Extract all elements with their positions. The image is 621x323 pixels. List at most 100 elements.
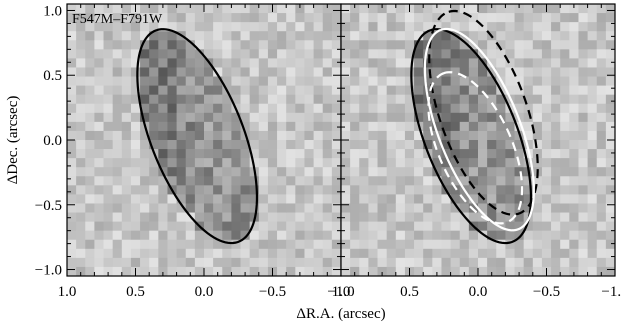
pixel <box>331 76 342 86</box>
pixel <box>432 185 442 195</box>
pixel <box>350 221 360 232</box>
pixel <box>103 103 114 114</box>
pixel <box>94 257 104 268</box>
pixel <box>386 203 397 213</box>
pixel <box>505 194 515 204</box>
pixel <box>194 130 205 141</box>
pixel <box>414 31 424 41</box>
pixel <box>505 49 515 59</box>
pixel <box>240 49 251 59</box>
pixel <box>514 58 525 68</box>
pixel <box>359 212 369 222</box>
pixel <box>350 239 360 250</box>
pixel <box>222 176 232 186</box>
pixel <box>368 103 378 114</box>
pixel <box>496 149 506 159</box>
pixel <box>231 257 241 268</box>
pixel <box>67 130 77 141</box>
pixel <box>240 149 251 159</box>
pixel <box>386 13 397 23</box>
pixel <box>167 85 177 96</box>
pixel <box>121 149 132 159</box>
pixel <box>176 140 187 150</box>
pixel <box>414 149 424 159</box>
pixel <box>523 67 534 77</box>
pixel <box>249 22 260 32</box>
pixel <box>341 266 351 277</box>
pixel <box>423 49 433 59</box>
pixel <box>560 121 570 132</box>
pixel <box>359 85 369 96</box>
pixel <box>85 13 95 23</box>
pixel <box>414 158 424 168</box>
pixel <box>459 40 470 50</box>
pixel <box>423 176 433 186</box>
pixel <box>322 112 333 123</box>
pixel <box>551 112 561 123</box>
y-tick-label: −0.5 <box>35 198 62 214</box>
pixel <box>204 266 214 277</box>
pixel <box>341 40 351 50</box>
pixel <box>532 149 543 159</box>
pixel <box>596 239 607 250</box>
pixel <box>368 185 378 195</box>
pixel <box>359 239 369 250</box>
pixel <box>377 167 388 177</box>
pixel <box>322 94 333 105</box>
pixel <box>468 239 479 250</box>
pixel <box>404 22 415 32</box>
pixel <box>94 112 104 123</box>
pixel <box>267 58 278 68</box>
pixel <box>496 13 506 23</box>
pixel <box>551 149 561 159</box>
pixel <box>596 140 607 150</box>
pixel <box>222 13 232 23</box>
pixel <box>158 176 168 186</box>
pixel <box>605 239 616 250</box>
pixel <box>313 85 324 96</box>
pixel <box>514 121 525 132</box>
pixel <box>121 13 132 23</box>
pixel <box>185 221 196 232</box>
pixel <box>140 149 150 159</box>
pixel <box>578 248 588 259</box>
pixel <box>605 212 616 222</box>
pixel <box>551 167 561 177</box>
pixel <box>112 112 123 123</box>
pixel <box>76 266 86 277</box>
pixel <box>176 266 187 277</box>
pixel <box>341 140 351 150</box>
pixel <box>605 248 616 259</box>
pixel <box>121 167 132 177</box>
pixel <box>532 76 543 86</box>
pixel <box>112 140 123 150</box>
pixel <box>94 266 104 277</box>
pixel <box>377 76 388 86</box>
pixel <box>551 266 561 277</box>
pixel <box>523 85 534 96</box>
pixel <box>85 76 95 86</box>
pixel <box>331 221 342 232</box>
pixel <box>267 121 278 132</box>
pixel <box>414 212 424 222</box>
pixel <box>304 94 314 105</box>
pixel <box>359 257 369 268</box>
pixel <box>112 4 123 14</box>
pixel <box>596 176 607 186</box>
pixel <box>587 239 598 250</box>
pixel <box>596 212 607 222</box>
pixel <box>423 130 433 141</box>
pixel <box>505 167 515 177</box>
pixel <box>505 176 515 186</box>
pixel <box>194 266 205 277</box>
pixel <box>596 167 607 177</box>
pixel <box>121 4 132 14</box>
pixel <box>395 257 406 268</box>
pixel <box>277 248 287 259</box>
pixel <box>67 221 77 232</box>
pixel <box>240 194 251 204</box>
pixel <box>341 49 351 59</box>
pixel <box>240 239 251 250</box>
pixel <box>167 212 177 222</box>
pixel <box>605 76 616 86</box>
